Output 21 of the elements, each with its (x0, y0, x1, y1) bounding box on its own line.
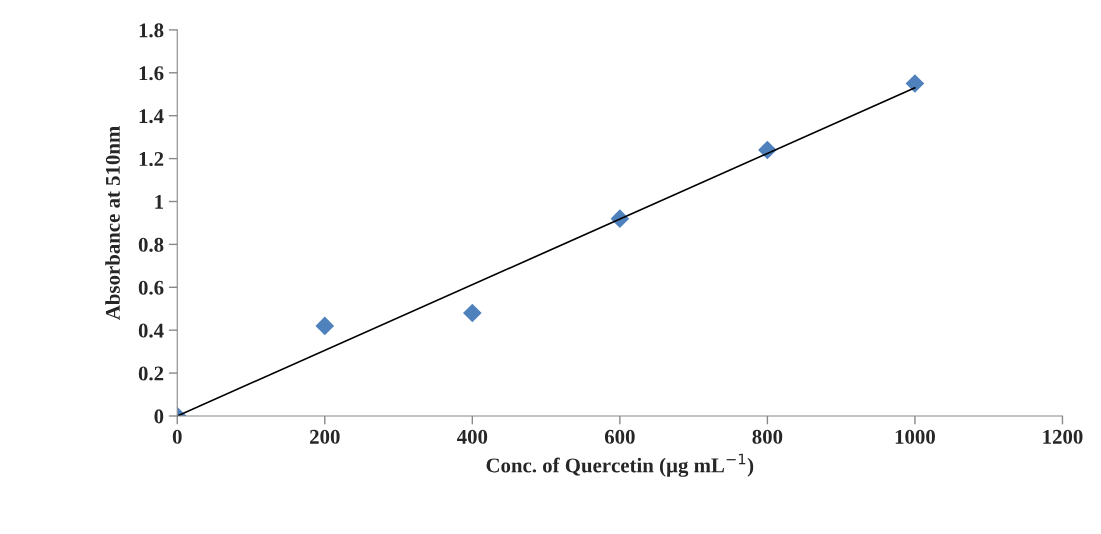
x-tick-label: 1200 (1043, 429, 1083, 444)
x-axis-title: Conc. of Quercetin (µg mL$^{−1}$) (486, 453, 754, 477)
y-tick-label: 0.6 (138, 280, 164, 295)
point (315, 316, 335, 336)
y-tick-label: 1.8 (139, 23, 164, 38)
x-tick-label: 600 (604, 429, 635, 444)
x-tick-label: 0 (172, 429, 182, 444)
x-tick-label: 1000 (895, 429, 935, 444)
x-tick-label: 400 (456, 429, 488, 444)
y-tick-label: 1 (155, 194, 163, 209)
y-tick-label: 0.4 (138, 323, 164, 338)
y-tick-label: 1.4 (139, 109, 164, 124)
y-axis-title: Absorbance at 510nm (105, 126, 120, 320)
x-tick-label: 200 (310, 429, 340, 444)
y-tick-label: 0.2 (138, 366, 164, 381)
y-tick-label: 1.2 (139, 152, 164, 167)
y-tick-label: 0.8 (138, 237, 164, 252)
point (463, 303, 482, 323)
y-tick-label: 0 (154, 409, 164, 424)
x-tick-label: 800 (752, 429, 783, 444)
y-tick-label: 1.6 (139, 66, 164, 81)
